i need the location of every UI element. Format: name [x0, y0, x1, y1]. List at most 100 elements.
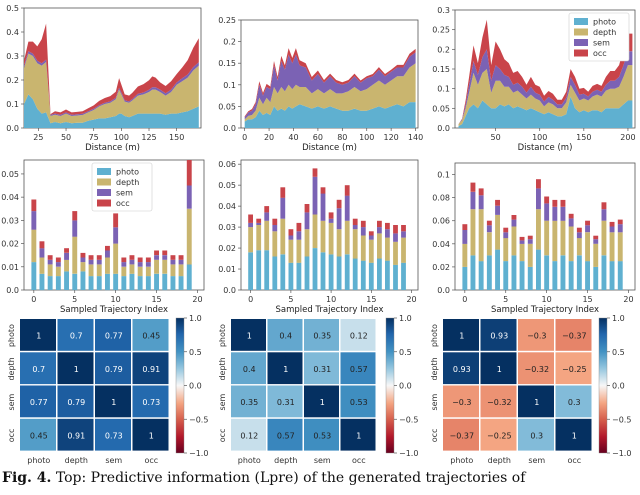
bar-photo	[96, 276, 102, 290]
heatmap-cell	[443, 418, 479, 451]
colorbar-tick-label: 1.0	[399, 314, 412, 323]
bar-depth	[162, 259, 168, 274]
bar-occ	[511, 215, 517, 220]
bar-occ	[544, 196, 550, 204]
heatmap-cell	[340, 418, 376, 451]
bar-occ	[129, 255, 135, 260]
bar-occ	[470, 182, 476, 192]
heatmap-cell	[304, 385, 339, 418]
heatmap-value: 1	[283, 365, 288, 374]
x-tick-label: 60	[313, 133, 323, 142]
heatmap-value: 0.3	[568, 398, 581, 407]
bar-depth	[113, 243, 119, 274]
y-tick-label: 0.5	[6, 4, 19, 13]
colorbar-tick-label: 0.0	[612, 382, 625, 391]
bar-occ	[368, 231, 374, 236]
heatmap-value: 0.4	[279, 332, 292, 341]
bar-occ	[593, 235, 599, 240]
heatmap-value: 1	[74, 365, 79, 374]
bar-depth	[536, 209, 541, 250]
bar-photo	[385, 260, 390, 290]
bar-photo	[39, 273, 45, 291]
heatmap-row-label: photo	[218, 324, 227, 347]
colorbar-tick-label: 0.0	[189, 382, 202, 391]
heatmap-value: −0.32	[525, 365, 550, 374]
bar-sem	[328, 218, 334, 223]
bar-sem	[519, 240, 525, 244]
bar-sem	[568, 218, 574, 227]
y-tick-label: 0.2	[6, 76, 19, 85]
y-tick-label: 0.3	[437, 6, 450, 15]
heatmap-cell	[132, 319, 169, 351]
bar-depth	[121, 266, 127, 277]
bar-photo	[296, 262, 302, 290]
heatmap-cell	[267, 319, 303, 351]
heatmap-cell	[267, 352, 303, 385]
y-tick-label: 0.04	[218, 202, 236, 211]
heatmap-value: 1	[534, 398, 539, 407]
heatmap-cell	[480, 385, 517, 418]
bar-occ	[272, 218, 278, 225]
bar-sem	[377, 227, 382, 234]
legend-label-depth: depth	[593, 28, 616, 37]
bar-depth	[593, 243, 599, 267]
bar-photo	[462, 266, 468, 290]
heatmap-row-label: sem	[430, 393, 439, 410]
bar-photo	[280, 254, 286, 290]
legend-swatch-sem	[574, 39, 588, 46]
bar-photo	[113, 273, 119, 291]
legend-swatch-depth	[574, 28, 588, 36]
bar-sem	[536, 188, 541, 210]
x-tick-label: 20	[623, 295, 633, 304]
y-tick-label: 0.1	[437, 171, 450, 180]
bar-photo	[80, 271, 86, 290]
bar-depth	[304, 229, 310, 257]
colorbar-tick-label: −1.0	[399, 449, 418, 458]
y-tick-label: 0.0	[437, 124, 450, 133]
bar-occ	[617, 219, 623, 225]
heatmap-value: −0.32	[487, 398, 512, 407]
heatmap-cell	[518, 319, 554, 351]
y-tick-label: 0.02	[1, 240, 19, 249]
bar-sem	[272, 225, 278, 232]
bar-photo	[129, 273, 135, 291]
bar-occ	[601, 202, 607, 210]
bar-sem	[617, 224, 623, 233]
area-series-sem	[458, 49, 633, 125]
bar-chart-4: 0.0 0.01 0.02 0.03 0.04 0.05 0.06 0 5 10 15 20 Sampl…	[218, 159, 419, 315]
y-tick-label: 0.03	[1, 216, 19, 225]
figure-caption: Fig. 4. Top: Predictive information (Lpr…	[2, 470, 640, 486]
bar-occ	[105, 245, 110, 251]
bar-depth	[105, 257, 110, 274]
bar-occ	[288, 229, 294, 236]
bar-depth	[519, 243, 525, 262]
x-tick-label: 10	[542, 295, 552, 304]
x-tick-label: 15	[366, 295, 376, 304]
heatmap-cell	[555, 352, 592, 385]
heatmap-cell	[132, 418, 169, 451]
bar-photo	[186, 264, 192, 290]
heatmap-cell	[57, 418, 94, 451]
bar-sem	[64, 252, 69, 260]
bar-occ	[352, 218, 358, 225]
bar-depth	[31, 229, 37, 263]
bar-photo	[617, 261, 623, 290]
heatmap-value: 0.12	[350, 332, 368, 341]
bar-sem	[401, 231, 406, 238]
heatmap-col-label: depth	[274, 456, 297, 465]
legend-label-photo: photo	[593, 18, 616, 27]
heatmap-value: −0.37	[562, 332, 587, 341]
y-tick-label: 0.1	[223, 81, 236, 90]
heatmap-cell	[304, 418, 339, 451]
heatmap-cell	[555, 385, 592, 418]
heatmap-value: −0.3	[452, 398, 471, 407]
area-chart-2: 0.0 0.05 0.1 0.15 0.2 0.25 0.3 50 100 150 200 Dista…	[432, 6, 635, 153]
bar-photo	[552, 261, 558, 290]
y-tick-label: 0.1	[437, 85, 450, 94]
bar-sem	[39, 248, 45, 258]
bar-depth	[393, 241, 398, 265]
bar-sem	[31, 211, 37, 230]
heatmap-cell	[132, 385, 169, 418]
area-series-sem	[244, 52, 416, 120]
x-tick-label: 40	[288, 133, 298, 142]
